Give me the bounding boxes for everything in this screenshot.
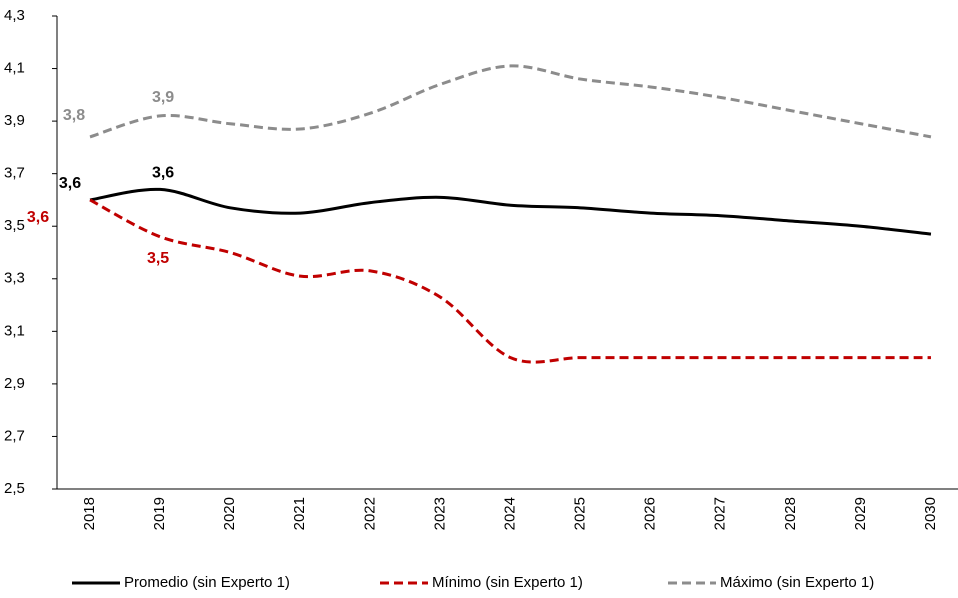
x-tick-label: 2018	[81, 497, 98, 530]
y-tick-label: 3,7	[4, 165, 25, 182]
y-tick-label: 4,1	[4, 60, 25, 77]
legend-label: Promedio (sin Experto 1)	[124, 574, 290, 591]
x-tick-label: 2026	[642, 497, 659, 530]
data-label: 3,6	[27, 209, 49, 226]
x-tick-label: 2021	[291, 497, 308, 530]
x-tick-label: 2022	[361, 497, 378, 530]
x-tick-label: 2024	[501, 497, 518, 530]
x-tick-label: 2027	[712, 497, 729, 530]
y-tick-label: 4,3	[4, 7, 25, 24]
data-label: 3,6	[152, 165, 174, 182]
y-tick-label: 2,7	[4, 427, 25, 444]
y-tick-label: 2,9	[4, 375, 25, 392]
y-tick-label: 3,1	[4, 322, 25, 339]
data-label: 3,6	[59, 175, 81, 192]
data-label: 3,9	[152, 89, 174, 106]
y-tick-label: 3,3	[4, 270, 25, 287]
x-tick-label: 2020	[221, 497, 238, 530]
series-line	[89, 64, 932, 139]
x-tick-label: 2019	[151, 497, 168, 530]
x-tick-label: 2029	[852, 497, 869, 530]
series-line	[89, 198, 931, 364]
x-tick-label: 2025	[572, 497, 589, 530]
legend-label: Mínimo (sin Experto 1)	[432, 574, 583, 591]
x-tick-label: 2023	[431, 497, 448, 530]
y-tick-label: 3,5	[4, 217, 25, 234]
x-tick-label: 2028	[782, 497, 799, 530]
legend-label: Máximo (sin Experto 1)	[720, 574, 874, 591]
series-line	[89, 187, 932, 236]
y-tick-label: 2,5	[4, 480, 25, 497]
data-label: 3,5	[147, 250, 169, 267]
data-label: 3,8	[63, 107, 85, 124]
y-tick-label: 3,9	[4, 112, 25, 129]
x-tick-label: 2030	[922, 497, 939, 530]
